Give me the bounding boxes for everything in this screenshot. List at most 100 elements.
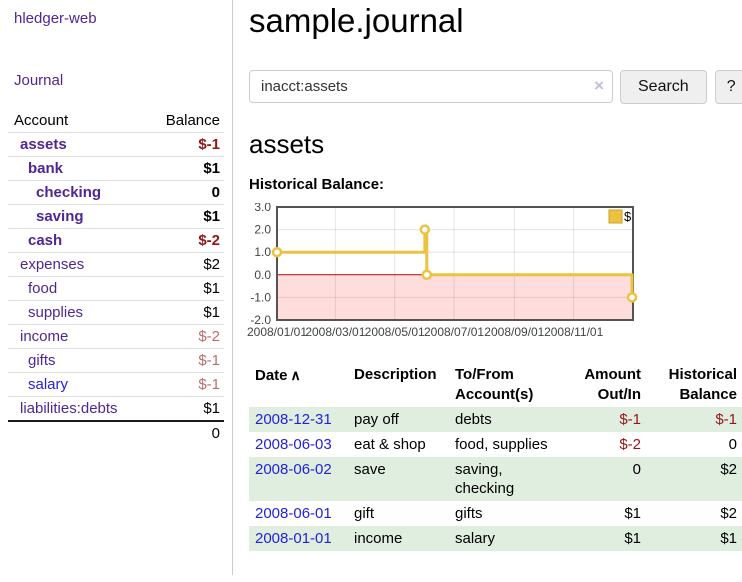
account-total-spacer — [8, 420, 146, 445]
transaction-date-link[interactable]: 2008-06-01 — [255, 505, 332, 522]
nav-journal-link[interactable]: Journal — [14, 72, 64, 89]
account-link[interactable]: food — [28, 280, 58, 297]
account-row: salary $-1 — [8, 372, 224, 397]
transaction-date-link[interactable]: 2008-01-01 — [255, 530, 332, 547]
svg-text:2008/09/01: 2008/09/01 — [484, 325, 544, 339]
register-table: Date ∧ Description To/From Account(s) Amo… — [249, 363, 742, 551]
account-link[interactable]: assets — [20, 136, 67, 153]
transaction-description: save — [354, 461, 386, 478]
account-row: gifts $-1 — [8, 348, 224, 373]
search-input-wrap: × — [249, 70, 613, 103]
account-balance: $1 — [145, 300, 224, 325]
transaction-balance: $-1 — [715, 411, 737, 428]
account-link[interactable]: income — [20, 328, 69, 345]
transaction-row: 2008-01-01 income salary $1 $1 — [249, 526, 742, 551]
account-link[interactable]: cash — [28, 232, 63, 249]
account-row: expenses $2 — [8, 252, 224, 277]
transaction-balance: $2 — [720, 461, 737, 478]
transaction-description: eat & shop — [354, 436, 426, 453]
transaction-amount: $1 — [624, 505, 641, 522]
search-input[interactable] — [249, 70, 613, 103]
transaction-accounts: saving, checking — [455, 461, 515, 497]
clear-search-icon[interactable]: × — [594, 76, 604, 95]
transaction-amount: $-2 — [619, 436, 641, 453]
svg-text:1.0: 1.0 — [254, 245, 271, 259]
transaction-row: 2008-12-31 pay off debts $-1 $-1 — [249, 407, 742, 432]
account-row: assets $-1 — [8, 132, 224, 157]
transaction-accounts: gifts — [455, 505, 483, 522]
search-button[interactable]: Search — [620, 70, 707, 104]
historical-balance-chart: $3.0 2.0 1.0 0.0 -1.0 -2.0 2008/01/01 2008/03/0… — [245, 203, 742, 343]
svg-text:$: $ — [624, 209, 632, 224]
transaction-date-link[interactable]: 2008-06-02 — [255, 461, 332, 478]
svg-text:2008/11/01: 2008/11/01 — [544, 325, 603, 339]
account-link[interactable]: expenses — [20, 256, 85, 273]
svg-text:2.0: 2.0 — [254, 223, 271, 237]
account-link[interactable]: supplies — [28, 304, 84, 321]
transaction-date-link[interactable]: 2008-12-31 — [255, 411, 332, 428]
register-table-body: 2008-12-31 pay off debts $-1 $-1 2008-06… — [249, 407, 742, 551]
transaction-accounts: salary — [455, 530, 496, 547]
account-balance: $1 — [145, 156, 224, 181]
transaction-row: 2008-06-03 eat & shop food, supplies $-2… — [249, 432, 742, 457]
svg-text:2008/07/01: 2008/07/01 — [424, 325, 484, 339]
account-balance-table: Account Balance assets $-1 bank $1 check… — [8, 109, 224, 445]
account-link[interactable]: liabilities:debts — [20, 400, 118, 417]
account-row: cash $-2 — [8, 228, 224, 253]
account-balance: $1 — [145, 276, 224, 301]
transaction-description: gift — [354, 505, 375, 522]
transaction-balance: 0 — [728, 436, 737, 453]
transaction-accounts: debts — [455, 411, 492, 428]
app-brand-link[interactable]: hledger-web — [14, 10, 97, 27]
transaction-accounts: food, supplies — [455, 436, 548, 453]
help-button[interactable]: ? — [714, 70, 742, 104]
svg-text:2008/01/01: 2008/01/01 — [247, 325, 307, 339]
svg-text:2008/05/01: 2008/05/01 — [365, 325, 425, 339]
transaction-date-link[interactable]: 2008-06-03 — [255, 436, 332, 453]
account-row: supplies $1 — [8, 300, 224, 325]
svg-text:2008/03/01: 2008/03/01 — [305, 325, 365, 339]
account-link[interactable]: saving — [36, 208, 84, 225]
account-link[interactable]: bank — [28, 160, 64, 177]
account-balance: $-1 — [145, 348, 224, 373]
transaction-description: income — [354, 530, 403, 547]
transaction-row: 2008-06-02 save saving, checking 0 $2 — [249, 457, 742, 501]
date-column-header: Date ∧ — [255, 367, 301, 384]
sort-ascending-icon: ∧ — [290, 367, 301, 383]
svg-text:3.0: 3.0 — [254, 203, 271, 214]
svg-text:-1.0: -1.0 — [250, 290, 271, 304]
search-form: × Search ? — [249, 70, 742, 104]
account-link[interactable]: gifts — [28, 352, 56, 369]
account-balance: $-1 — [145, 372, 224, 397]
account-table-body: assets $-1 bank $1 checking 0 saving $1 … — [8, 132, 224, 422]
svg-text:0.0: 0.0 — [254, 268, 271, 282]
sidebar: hledger-web Journal Account Balance asse… — [0, 0, 233, 575]
account-row: bank $1 — [8, 156, 224, 181]
transaction-description: pay off — [354, 411, 399, 428]
historical-balance-chart-svg: $3.0 2.0 1.0 0.0 -1.0 -2.02008/01/012008/03/0… — [247, 203, 638, 339]
transaction-balance: $1 — [720, 530, 737, 547]
account-link[interactable]: salary — [28, 376, 69, 393]
description-column-header: Description — [354, 366, 437, 383]
account-balance: $-2 — [145, 228, 224, 253]
account-row: liabilities:debts $1 — [8, 396, 224, 422]
chart-label: Historical Balance: — [249, 176, 385, 193]
account-balance: $1 — [145, 204, 224, 229]
account-heading: assets — [249, 129, 325, 159]
account-row: food $1 — [8, 276, 224, 301]
main-content: sample.journal × Search ? assets Histori… — [233, 0, 742, 575]
page-title: sample.journal — [249, 2, 464, 39]
account-balance: $-1 — [145, 132, 224, 157]
transaction-row: 2008-06-01 gift gifts $1 $2 — [249, 501, 742, 526]
account-balance: 0 — [145, 180, 224, 205]
transaction-amount: 0 — [632, 461, 641, 478]
transaction-balance: $2 — [720, 505, 737, 522]
account-row: income $-2 — [8, 324, 224, 349]
svg-text:-2.0: -2.0 — [250, 313, 271, 327]
account-link[interactable]: checking — [36, 184, 102, 201]
balance-column-header-register: Historical Balance — [668, 366, 737, 403]
account-row: checking 0 — [8, 180, 224, 205]
account-total-balance: 0 — [145, 420, 224, 445]
account-total-row: 0 — [8, 420, 224, 445]
